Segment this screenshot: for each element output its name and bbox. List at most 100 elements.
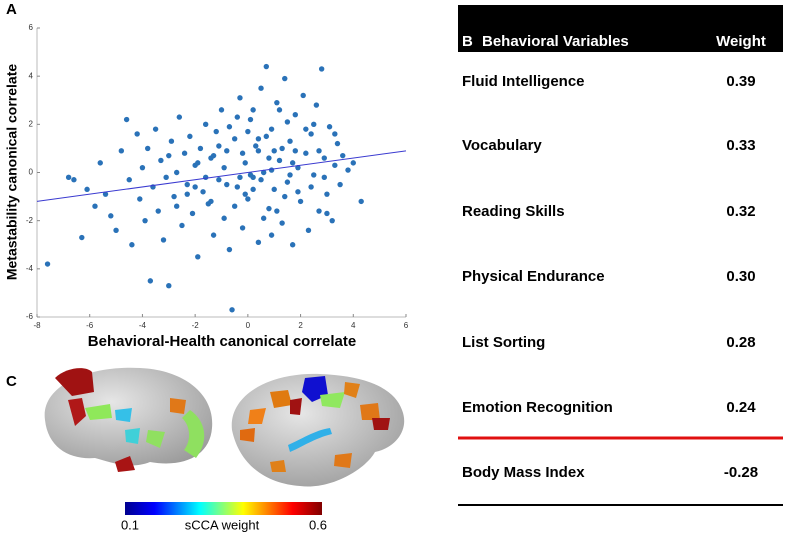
variable-name: List Sorting	[462, 334, 545, 351]
point	[311, 121, 317, 128]
panel-label: C	[6, 373, 17, 390]
x-tick-label: -8	[33, 321, 41, 330]
point	[255, 148, 262, 154]
point	[163, 174, 169, 181]
point	[289, 242, 296, 248]
point	[184, 181, 190, 188]
variable-name: Emotion Recognition	[462, 399, 613, 416]
point	[289, 160, 296, 166]
point	[340, 152, 346, 159]
point	[326, 124, 333, 130]
point	[145, 145, 151, 152]
point	[282, 75, 288, 82]
point	[224, 181, 230, 188]
point	[332, 131, 338, 137]
panel-label: A	[6, 1, 17, 18]
point	[358, 198, 364, 205]
point	[250, 186, 256, 193]
colorbar-label: sCCA weight	[185, 517, 260, 532]
weight: 0.28	[726, 334, 755, 351]
point	[234, 184, 241, 190]
point	[279, 145, 285, 152]
weight: -0.28	[724, 464, 758, 481]
point	[274, 99, 280, 106]
point	[268, 167, 275, 173]
point	[255, 136, 262, 142]
variable-name: Physical Endurance	[462, 268, 605, 285]
point	[221, 164, 227, 171]
point	[239, 225, 246, 231]
point	[287, 138, 293, 144]
point	[305, 227, 312, 233]
point	[210, 152, 217, 159]
x-tick-label: 6	[404, 321, 409, 330]
point	[126, 177, 132, 183]
point	[197, 145, 204, 152]
point	[268, 126, 275, 132]
point	[255, 239, 262, 246]
variable-name: Body Mass Index	[462, 464, 585, 481]
point	[181, 150, 188, 156]
point	[329, 217, 335, 224]
point	[260, 215, 267, 221]
weight: 0.39	[726, 73, 755, 90]
point	[245, 196, 251, 202]
point	[247, 172, 254, 178]
point	[195, 160, 201, 166]
point	[216, 143, 222, 149]
point	[239, 150, 246, 156]
point	[313, 102, 320, 108]
point	[84, 186, 90, 193]
point	[292, 148, 298, 154]
point	[237, 95, 243, 101]
point	[123, 116, 130, 123]
variable-name: Fluid Intelligence	[462, 73, 585, 90]
point	[129, 242, 135, 248]
point	[250, 107, 256, 113]
point	[97, 160, 103, 166]
point	[284, 179, 291, 185]
point	[263, 63, 270, 70]
point	[44, 261, 51, 267]
point	[142, 217, 148, 224]
point	[279, 220, 285, 226]
point	[295, 164, 301, 171]
point	[168, 138, 175, 144]
point	[316, 148, 322, 154]
point	[321, 174, 327, 181]
point	[234, 114, 241, 120]
x-tick-label: 0	[246, 321, 251, 330]
y-tick-label: 2	[29, 119, 34, 128]
point	[258, 177, 264, 183]
x-tick-label: 2	[298, 321, 303, 330]
point	[221, 215, 227, 221]
point	[276, 107, 283, 113]
point	[202, 174, 209, 181]
point	[324, 191, 330, 197]
weight: 0.33	[726, 137, 755, 154]
point	[318, 66, 325, 72]
weight: 0.30	[726, 268, 755, 285]
point	[295, 189, 301, 195]
point	[324, 210, 330, 217]
point	[179, 222, 185, 229]
point	[173, 203, 180, 209]
point	[287, 172, 293, 178]
point	[303, 126, 309, 132]
point	[216, 177, 222, 183]
point	[208, 198, 214, 205]
point	[210, 232, 217, 238]
point	[65, 174, 72, 181]
point	[334, 140, 341, 147]
point	[200, 189, 206, 195]
point	[271, 186, 277, 193]
point	[166, 282, 172, 289]
y-axis-label: Metastability canonical correlate	[4, 64, 20, 281]
point	[158, 157, 164, 164]
brain-medial	[44, 367, 213, 472]
point	[226, 124, 233, 130]
point	[276, 157, 283, 164]
y-tick-label: -6	[26, 312, 34, 321]
point	[242, 160, 248, 166]
